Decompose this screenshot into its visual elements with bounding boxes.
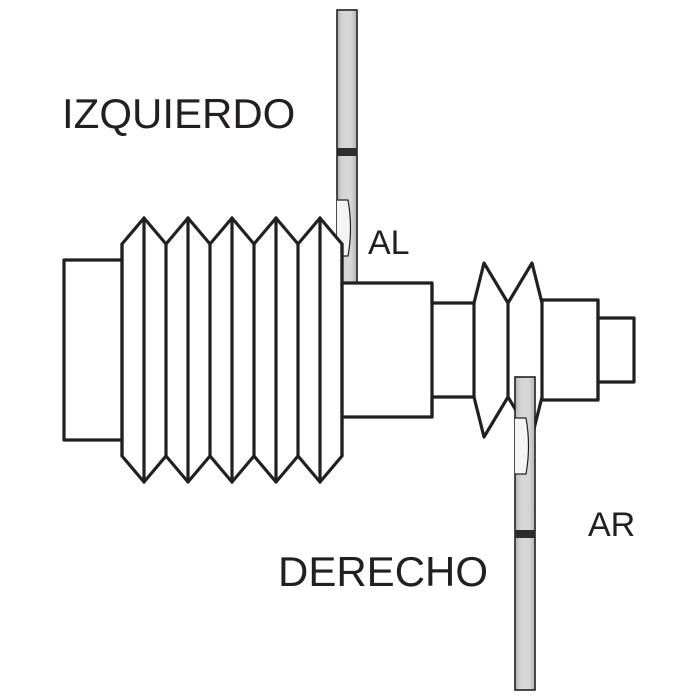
label-al: AL xyxy=(368,224,410,262)
label-left: IZQUIERDO xyxy=(62,90,295,137)
label-ar: AR xyxy=(588,506,635,544)
label-right: DERECHO xyxy=(278,548,488,595)
